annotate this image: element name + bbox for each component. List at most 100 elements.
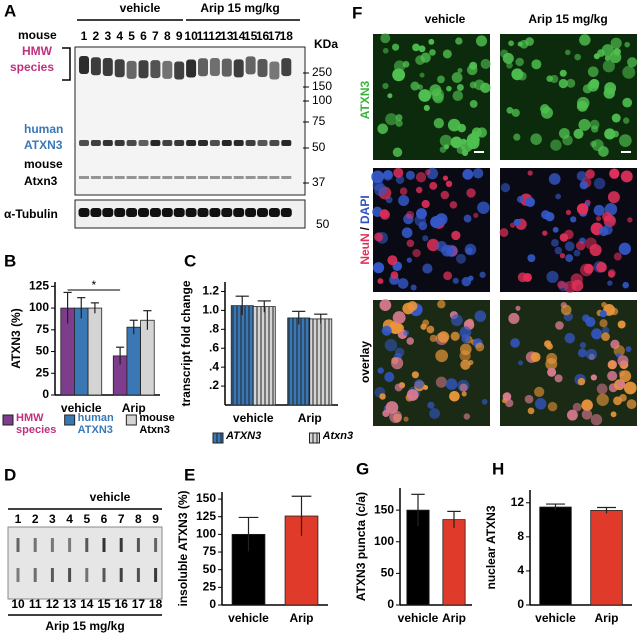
cell xyxy=(566,409,578,421)
band xyxy=(233,208,245,217)
x-tick-label: vehicle xyxy=(61,401,102,415)
panel-letter: G xyxy=(356,459,369,478)
band xyxy=(257,208,268,217)
dot xyxy=(16,568,20,582)
cell xyxy=(619,370,632,382)
lane-number: 1 xyxy=(15,512,22,526)
cell xyxy=(433,118,445,129)
y-axis-label: insoluble ATXN3 (%) xyxy=(176,490,190,606)
cell xyxy=(442,49,452,59)
cell xyxy=(613,396,622,406)
panel-letter: A xyxy=(4,1,16,20)
y-tick-label: 0 xyxy=(42,387,49,401)
band xyxy=(186,176,197,179)
cell xyxy=(598,146,609,157)
y-tick-label: 50 xyxy=(203,562,217,576)
cell xyxy=(565,209,572,216)
lane-number: 10 xyxy=(11,597,25,611)
band xyxy=(138,208,149,217)
y-tick-label: 25 xyxy=(36,365,50,379)
band xyxy=(186,140,197,146)
band xyxy=(161,208,173,217)
legend-label: mouse Atxn3 xyxy=(139,412,175,436)
cell xyxy=(599,310,607,318)
cell xyxy=(617,320,626,329)
cell xyxy=(602,224,613,235)
cell xyxy=(394,383,403,392)
cell xyxy=(392,311,406,325)
legend-item: mouse Atxn3 xyxy=(139,412,175,436)
cell xyxy=(603,87,615,99)
band xyxy=(90,57,101,76)
cell xyxy=(447,118,461,132)
cell xyxy=(618,242,631,255)
cell xyxy=(379,299,392,312)
band xyxy=(79,140,89,146)
band xyxy=(281,58,292,77)
cell xyxy=(590,413,603,426)
cell xyxy=(437,331,450,343)
y-tick-label: 50 xyxy=(36,344,50,358)
cell xyxy=(391,43,400,51)
band xyxy=(138,176,149,179)
band xyxy=(90,176,101,179)
lane-number: 2 xyxy=(32,512,39,526)
cell xyxy=(554,374,563,383)
cell xyxy=(382,47,389,54)
band xyxy=(221,58,232,77)
cell xyxy=(625,346,632,353)
row-label: NeuN / DAPI xyxy=(358,195,372,264)
cell xyxy=(480,82,491,94)
size-marker: 37 xyxy=(312,175,326,189)
cell xyxy=(622,65,636,79)
cell xyxy=(557,280,566,289)
band xyxy=(245,56,256,75)
cell xyxy=(451,72,463,83)
y-axis-label: transcript fold change xyxy=(179,280,193,406)
band xyxy=(281,140,292,146)
y-tick-label: 0 xyxy=(209,597,216,611)
dot xyxy=(68,568,72,582)
cell xyxy=(601,44,614,57)
cell xyxy=(463,214,472,223)
lane-number: 13 xyxy=(220,29,234,43)
cell xyxy=(551,238,559,247)
legend-label: human ATXN3 xyxy=(77,412,114,436)
x-tick-label: Arip xyxy=(442,611,466,625)
band xyxy=(126,140,137,146)
x-tick-label: vehicle xyxy=(228,611,269,625)
bar xyxy=(442,519,466,606)
y-tick-label: 1.2 xyxy=(202,284,219,298)
y-tick-label: .2 xyxy=(209,378,219,392)
cell xyxy=(377,278,384,285)
lane-number: 17 xyxy=(268,29,282,43)
cell xyxy=(582,84,593,94)
cell xyxy=(610,307,619,316)
cell xyxy=(578,118,591,131)
cell xyxy=(566,78,576,88)
y-tick-label: .8 xyxy=(209,321,219,335)
band xyxy=(102,140,113,146)
cell xyxy=(554,246,563,255)
band xyxy=(138,60,149,79)
cell xyxy=(612,130,619,138)
cell xyxy=(466,64,478,76)
band xyxy=(185,208,197,217)
cell xyxy=(546,270,559,284)
cell xyxy=(547,401,558,412)
band xyxy=(90,140,101,146)
legend-item: ATXN3 xyxy=(226,430,261,442)
blot-label: Atxn3 xyxy=(24,174,58,188)
lane-number: 16 xyxy=(256,29,270,43)
cell xyxy=(392,68,406,82)
band xyxy=(233,59,244,78)
cell xyxy=(423,104,430,112)
group-label: Arip 15 mg/kg xyxy=(200,1,279,15)
lane-number: 1 xyxy=(81,29,88,43)
band xyxy=(257,140,268,146)
cell xyxy=(474,310,487,322)
cell xyxy=(590,374,597,381)
y-tick-label: 100 xyxy=(29,300,49,314)
lane-row-label: mouse xyxy=(18,28,57,42)
cell xyxy=(559,69,567,77)
